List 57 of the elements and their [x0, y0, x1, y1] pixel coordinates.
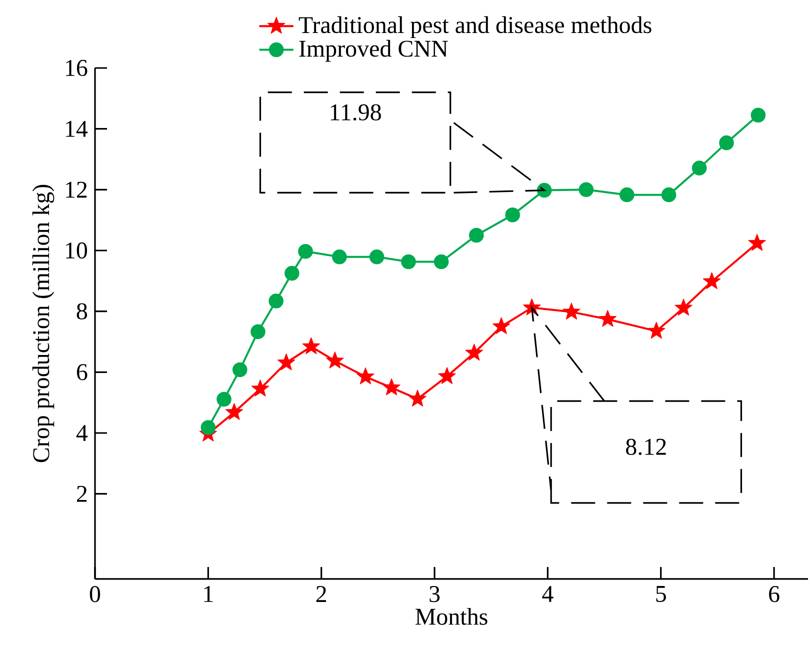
point [284, 266, 300, 281]
point [250, 324, 266, 340]
point [505, 208, 520, 222]
point [216, 392, 232, 407]
point [578, 182, 594, 198]
point [562, 302, 580, 320]
point [298, 244, 313, 259]
point [232, 362, 248, 378]
x-tick-label: 5 [656, 586, 666, 602]
point [438, 367, 456, 384]
annotation: 8.12 [626, 438, 666, 456]
point [598, 310, 617, 327]
point [200, 420, 216, 435]
point [332, 249, 347, 264]
legend-label: Improved CNN [299, 40, 448, 62]
y-tick-label: 10 [66, 242, 88, 259]
point [434, 254, 449, 270]
point [369, 249, 384, 264]
point [647, 322, 666, 339]
point [268, 294, 284, 308]
y-tick-label: 14 [66, 120, 88, 137]
point [408, 390, 426, 407]
y-tick-label: 8 [76, 303, 88, 320]
point [468, 228, 484, 243]
point [719, 135, 734, 150]
x-tick-label: 6 [769, 586, 780, 602]
point [277, 353, 296, 370]
x-tick-label: 2 [316, 586, 326, 602]
x-tick-label: 0 [90, 586, 100, 602]
point [620, 187, 634, 202]
y-tick-label: 2 [77, 486, 87, 502]
y-tick-label: 6 [76, 364, 88, 380]
point [465, 344, 483, 361]
y-tick-label: 4 [76, 425, 88, 441]
annotation: 11.98 [330, 104, 381, 121]
x-tick-label: 3 [430, 586, 440, 602]
point [692, 160, 707, 176]
y-axis-title: Crop production (million kg) [32, 184, 54, 462]
x-tick-label: 4 [542, 586, 554, 602]
point [674, 298, 692, 316]
legend-label: Traditional pest and disease methods [298, 16, 652, 38]
point [302, 337, 320, 354]
point [702, 272, 721, 290]
y-tick-label: 12 [66, 182, 87, 198]
point [492, 317, 510, 334]
x-axis-title: Months [416, 608, 488, 625]
point [382, 378, 400, 396]
x-tick-label: 1 [204, 586, 213, 602]
point [748, 234, 766, 251]
point [356, 367, 374, 384]
point [326, 352, 344, 368]
point [225, 403, 244, 420]
y-tick-label: 16 [66, 60, 88, 76]
point [750, 108, 766, 123]
point [661, 187, 676, 202]
point [401, 254, 416, 270]
point [251, 380, 270, 396]
